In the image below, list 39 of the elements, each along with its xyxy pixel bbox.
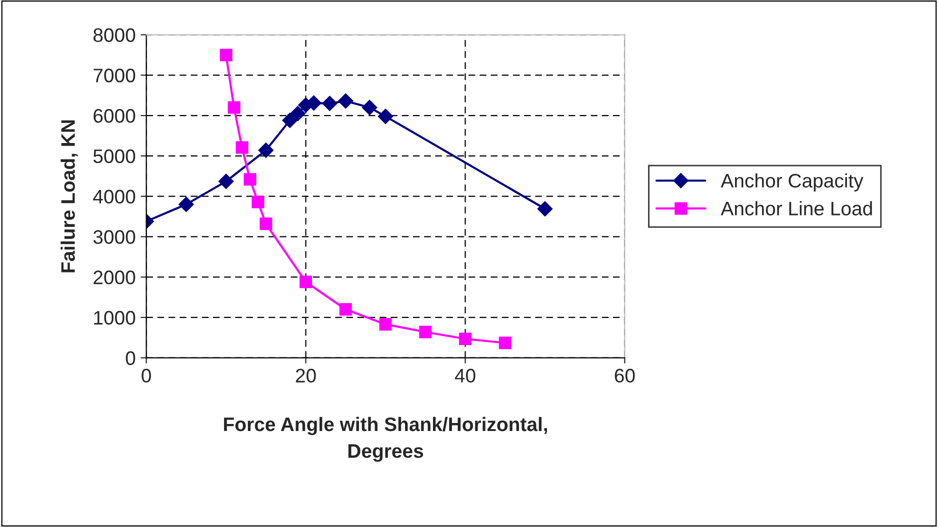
x-tick-label: 20 [296,368,316,383]
x-tick-label: 40 [454,368,476,383]
point [218,174,234,189]
y-tick-label: 5000 [93,149,136,164]
point [236,141,248,154]
point [300,276,312,288]
y-tick-label: 8000 [94,28,136,42]
point [220,48,232,62]
x-axis-title: Force Angle with Shank/Horizontal, Degrees [224,416,547,462]
point [379,318,392,331]
point [228,101,240,114]
y-tick-label: 7000 [94,68,136,82]
point [378,108,394,124]
point [244,173,256,186]
point [252,196,264,208]
point [419,326,432,338]
y-tick-label: 0 [126,351,136,366]
point [282,112,298,128]
point [339,303,352,316]
point [290,106,306,122]
point [537,201,553,216]
legend-label: Anchor Line Load [720,201,872,216]
point [498,336,512,350]
y-axis-title: Failure Load, KN [60,120,78,272]
point [338,93,354,109]
y-tick-label: 1000 [94,310,136,325]
y-tick-label: 2000 [94,270,136,284]
y-tick-label: 6000 [94,109,136,123]
point [322,96,338,111]
x-tick-label: 60 [614,368,635,383]
point [362,100,378,116]
y-tick-label: 4000 [93,190,136,204]
point [178,196,194,212]
point [459,332,472,346]
y-tick-label: 3000 [93,230,136,244]
point [258,142,274,158]
x-tick-label: 0 [142,368,151,383]
point [260,218,272,230]
legend-label: Anchor Capacity [720,173,864,192]
